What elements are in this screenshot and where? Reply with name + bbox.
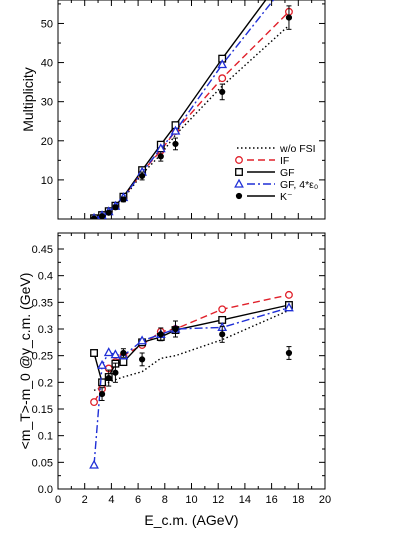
y-tick-label: 50	[41, 18, 53, 30]
point-gf-4-	[137, 335, 147, 345]
point-if	[90, 398, 98, 407]
series-line-if	[93, 11, 290, 219]
point-k-	[172, 140, 179, 148]
legend-marker-gf-4-	[234, 178, 244, 188]
point-if	[218, 305, 227, 314]
x-tick-label: 6	[135, 494, 141, 506]
point-k-	[139, 172, 146, 180]
x-tick-label: 16	[265, 494, 277, 506]
point-gf-4-	[103, 347, 114, 357]
point-gf	[98, 378, 107, 387]
point-k-	[90, 215, 98, 219]
x-tick-label: 4	[108, 494, 114, 506]
x-tick-label: 2	[82, 494, 88, 506]
point-k-	[120, 196, 127, 203]
legend-label-w-o-fsi: w/o FSI	[279, 143, 316, 155]
x-tick-label: 14	[239, 494, 251, 506]
point-gf-4-	[89, 459, 99, 469]
point-k-	[157, 331, 164, 338]
point-k-	[219, 88, 226, 96]
point-k-	[98, 390, 106, 398]
y-tick-label: 0.05	[32, 457, 53, 469]
panel-bottom-frame	[57, 232, 326, 490]
legend-label-k-: K⁻	[280, 191, 293, 203]
point-gf-4-	[170, 125, 181, 135]
point-gf-4-	[217, 59, 228, 69]
point-k-	[172, 325, 179, 333]
point-k-	[285, 349, 293, 357]
y-axis-label-bottom: <m_T>-m_0 @y_c.m. (GeV)	[17, 273, 33, 450]
point-gf-4-	[284, 302, 294, 312]
x-tick-label: 0	[55, 494, 61, 506]
point-k-	[105, 209, 112, 216]
y-tick-label: 0.2	[38, 377, 53, 389]
y-tick-label: 0.3	[38, 324, 53, 336]
point-k-	[139, 356, 146, 363]
legend-label-gf: GF	[280, 167, 295, 179]
series-line-gf-4-	[93, 0, 275, 219]
point-k-	[120, 349, 127, 357]
panel-top-series	[90, 0, 293, 219]
point-k-	[285, 14, 293, 21]
x-tick-label: 20	[319, 494, 331, 506]
point-k-	[112, 369, 119, 376]
point-if	[218, 74, 227, 83]
y-tick-label: 0.25	[32, 351, 53, 363]
panel-bottom-series	[89, 290, 294, 469]
y-tick-label: 40	[41, 58, 53, 70]
legend-marker-gf	[235, 168, 243, 176]
y-tick-label: 0.1	[38, 431, 53, 443]
legend-marker-k-	[235, 192, 243, 200]
x-tick-label: 18	[292, 494, 304, 506]
y-tick-label: 20	[41, 136, 53, 148]
x-axis-label: E_c.m. (AGeV)	[144, 512, 238, 528]
y-tick-label: 10	[41, 175, 53, 187]
y-tick-label: 0.35	[32, 297, 53, 309]
x-tick-label: 8	[162, 494, 168, 506]
legend-label-if: IF	[280, 155, 289, 167]
legend-label-gf-4-: GF, 4*ε₀	[280, 179, 318, 191]
point-gf	[90, 349, 98, 357]
y-tick-label: 0.4	[38, 271, 53, 283]
y-tick-label: 0.0	[38, 484, 53, 496]
point-if	[285, 290, 293, 299]
point-k-	[219, 331, 226, 338]
point-k-	[98, 213, 106, 219]
panel-bottom: 0 2 4 6 8 10 12 14 16 18 20 0.0 0.05 0.1 0.15 0.2 0.25 0.…	[32, 232, 331, 506]
y-tick-label: 30	[41, 97, 53, 109]
series-line-gf-4-	[93, 306, 290, 466]
panel-top: 10 20 30 40 50	[41, 0, 326, 220]
point-k-	[157, 153, 164, 160]
y-tick-label: 0.45	[32, 244, 53, 256]
y-tick-label: 0.15	[32, 404, 53, 416]
x-tick-label: 10	[185, 494, 197, 506]
x-tick-label: 12	[212, 494, 224, 506]
y-axis-label-top: Multiplicity	[20, 67, 36, 132]
series-line-w-o-fsi	[93, 24, 290, 219]
legend-marker-if	[235, 156, 243, 164]
point-gf-4-	[110, 349, 121, 359]
point-gf-4-	[97, 359, 107, 369]
point-k-	[105, 374, 112, 382]
point-k-	[112, 204, 119, 211]
point-gf	[119, 358, 128, 367]
